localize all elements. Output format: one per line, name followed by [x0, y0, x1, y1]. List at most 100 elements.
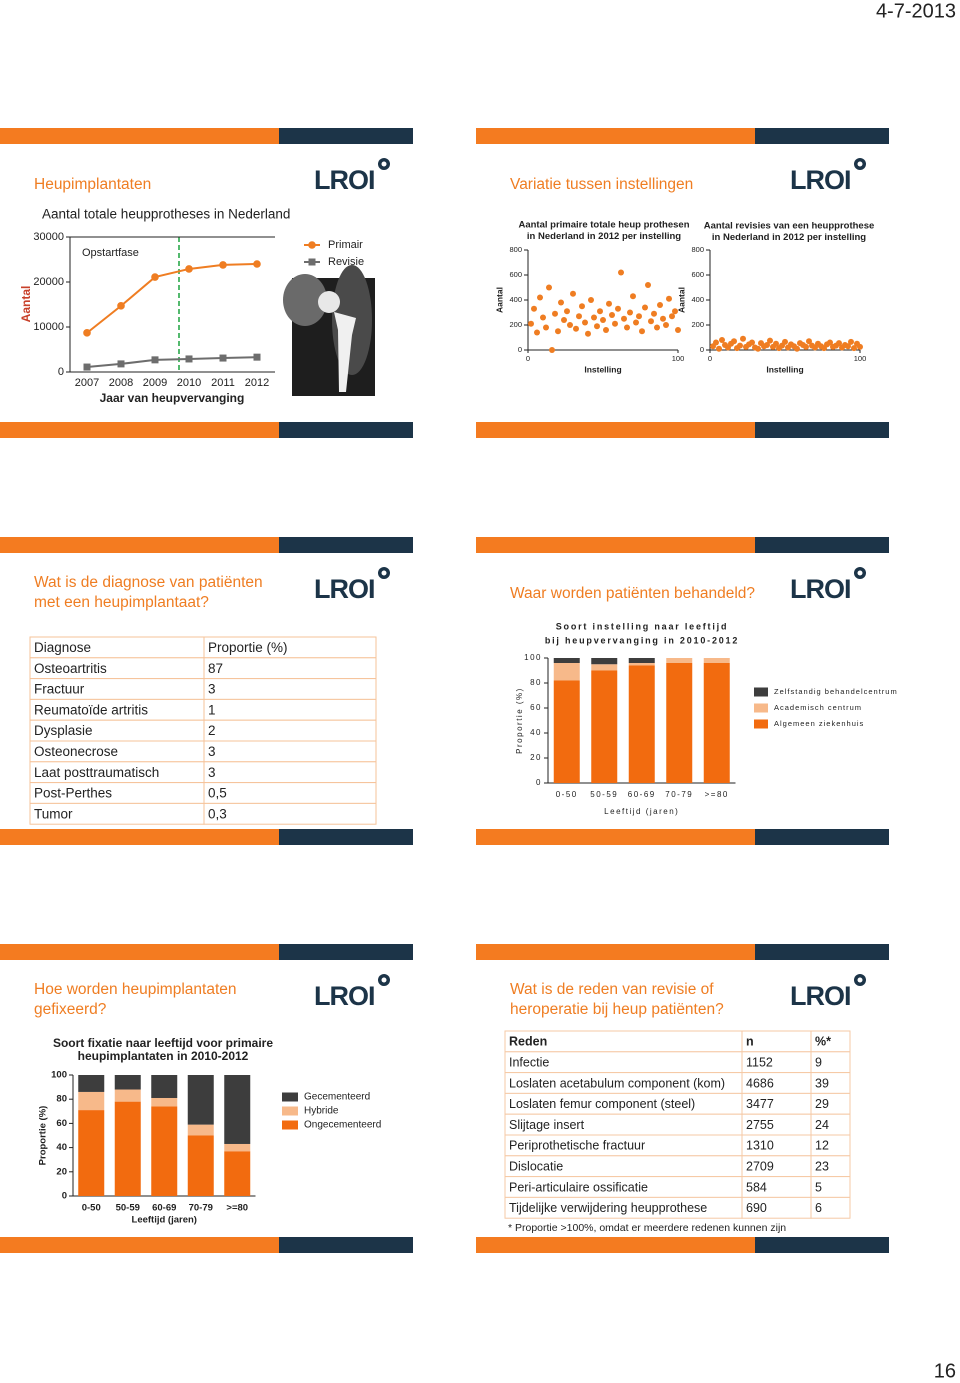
- legend-label: Algemeen ziekenhuis: [774, 719, 864, 728]
- point: [651, 310, 657, 317]
- legend-label: Academisch centrum: [774, 703, 862, 712]
- table-cell-text: 2709: [746, 1159, 774, 1173]
- table-header: n: [746, 1035, 754, 1049]
- point: [579, 303, 585, 310]
- point: [848, 338, 854, 345]
- point: [621, 315, 627, 322]
- point: [642, 304, 648, 311]
- point: [749, 339, 755, 346]
- slide-title: Variatie tussen instellingen: [510, 176, 693, 193]
- y-tick-label: 20000: [33, 276, 64, 288]
- slide-bar: [476, 422, 755, 438]
- slide-bar: [476, 128, 755, 144]
- point: [639, 328, 645, 335]
- x-axis-label: Leeftijd (jaren): [604, 807, 679, 816]
- table-cell-text: 0,5: [208, 786, 227, 801]
- table-cell-text: Periprothetische fractuur: [509, 1139, 645, 1153]
- annotation-box: [75, 240, 175, 266]
- table-cell-text: 39: [815, 1076, 829, 1090]
- x-tick-label: 60-69: [152, 1203, 176, 1214]
- bar-segment: [151, 1106, 178, 1196]
- point: [603, 327, 609, 333]
- y-axis-label: Aantal: [19, 286, 33, 323]
- point: [624, 324, 630, 331]
- y-tick-label: 0: [700, 345, 704, 354]
- point: [573, 325, 579, 332]
- slide-title: Waar worden patiënten behandeld?: [510, 585, 755, 602]
- table-cell-text: 24: [815, 1118, 829, 1132]
- table-cell-text: 2755: [746, 1118, 774, 1132]
- logo-icon-dot: [857, 161, 863, 167]
- point: [549, 347, 555, 353]
- y-axis-label: Proportie (%): [38, 1106, 49, 1166]
- slide-bar: [476, 944, 755, 960]
- y-tick-label: 100: [51, 1070, 67, 1081]
- y-tick-label: 60: [530, 703, 542, 712]
- point: [588, 297, 594, 303]
- slide-bar: [476, 829, 755, 845]
- chart-title: in Nederland in 2012 per instelling: [712, 232, 866, 243]
- y-tick-label: 200: [509, 320, 522, 329]
- point: [803, 343, 809, 350]
- logo-icon-dot: [857, 570, 863, 576]
- bar-segment: [78, 1091, 105, 1111]
- x-tick-label: 70-79: [665, 790, 693, 799]
- logo: LROI: [790, 165, 851, 195]
- y-tick-label: 600: [509, 270, 522, 279]
- table-header: %*: [815, 1035, 831, 1049]
- chart-title: bij heupvervanging in 2010-2012: [545, 635, 739, 645]
- point: [219, 261, 227, 269]
- y-tick-label: 400: [691, 295, 704, 304]
- logo-icon-dot: [381, 977, 387, 983]
- logo-icon-dot: [381, 570, 387, 576]
- table-cell-text: Post-Perthes: [34, 786, 112, 801]
- bar-segment: [628, 658, 655, 663]
- chart-title: Soort fixatie naar leeftijd voor primair…: [53, 1036, 273, 1050]
- bar-segment: [553, 658, 580, 663]
- point: [719, 337, 725, 343]
- point: [782, 338, 788, 345]
- point: [597, 308, 603, 315]
- x-tick-label: 0-50: [82, 1203, 101, 1214]
- slide-bar-dark: [279, 537, 413, 553]
- table-cell-text: 3: [208, 682, 216, 697]
- point: [570, 290, 576, 297]
- table-cell: [203, 782, 377, 804]
- bar-segment: [78, 1110, 105, 1196]
- point: [660, 315, 666, 322]
- legend-label: Ongecementeerd: [304, 1120, 381, 1131]
- slide-bar: [0, 944, 279, 960]
- y-tick-label: 100: [524, 653, 542, 662]
- slide-bar-dark: [755, 944, 889, 960]
- legend-label: Gecementeerd: [304, 1092, 370, 1103]
- bar-segment: [187, 1075, 214, 1125]
- point: [582, 319, 588, 326]
- point: [654, 324, 660, 331]
- table-cell-text: 6: [815, 1201, 822, 1215]
- logo: LROI: [790, 574, 851, 604]
- table-cell-text: 2: [208, 723, 216, 738]
- point: [713, 339, 719, 346]
- y-tick-label: 20: [530, 753, 542, 762]
- slide-bar-dark: [755, 829, 889, 845]
- bar-segment: [187, 1124, 214, 1136]
- table-cell-text: Fractuur: [34, 682, 85, 697]
- y-tick-label: 80: [56, 1094, 67, 1105]
- slide-bar: [0, 1237, 279, 1253]
- table-cell-text: 3: [208, 765, 216, 780]
- slide-bar-dark: [755, 422, 889, 438]
- legend-label: Primair: [328, 239, 363, 251]
- bar-segment: [703, 663, 730, 783]
- point: [600, 317, 606, 323]
- x-tick-label: 60-69: [628, 790, 656, 799]
- legend-swatch: [754, 719, 768, 729]
- x-tick-label: 70-79: [189, 1203, 213, 1214]
- logo-icon-dot: [857, 977, 863, 983]
- point: [645, 282, 651, 288]
- logo: LROI: [314, 574, 375, 604]
- point: [83, 329, 91, 337]
- legend-swatch: [754, 703, 768, 713]
- point: [561, 317, 567, 323]
- slide-bar: [476, 537, 755, 553]
